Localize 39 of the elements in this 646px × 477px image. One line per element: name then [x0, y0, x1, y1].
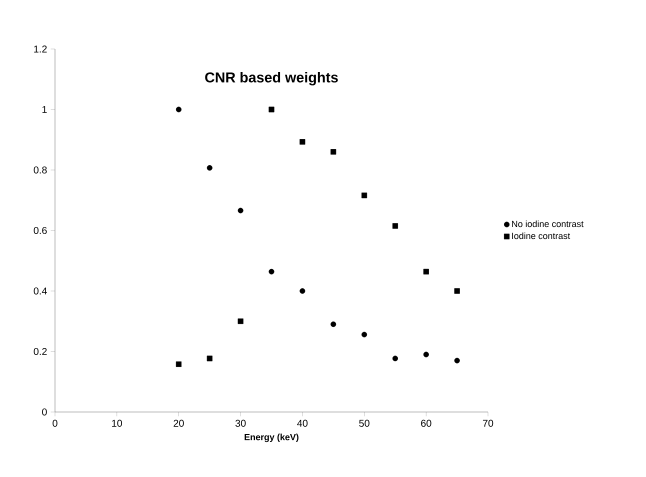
point — [300, 288, 306, 294]
point — [238, 208, 244, 214]
x-tick-label: 20 — [174, 420, 184, 427]
x-tick-label: 50 — [359, 420, 370, 427]
text: CNR based weights — [205, 72, 338, 86]
y-tick-label: 0.8 — [34, 166, 47, 174]
point — [423, 268, 429, 274]
point — [454, 288, 460, 294]
point — [392, 356, 398, 362]
y-tick-label: 1.2 — [34, 46, 47, 52]
x-tick-label: 0 — [52, 420, 58, 427]
x-tick-label: 60 — [421, 420, 432, 427]
x-tick-label: 30 — [235, 420, 246, 427]
point — [330, 149, 336, 155]
legend-label: Iodine contrast — [512, 232, 570, 240]
x-tick-label: 40 — [297, 420, 308, 427]
point — [300, 139, 306, 145]
point — [268, 106, 274, 112]
point — [454, 358, 460, 364]
point — [361, 332, 368, 338]
x-tick-label: 70 — [482, 420, 494, 427]
point — [206, 356, 212, 362]
y-tick-label: 0.6 — [34, 226, 47, 234]
legend-label: No iodine contrast — [512, 220, 584, 228]
point — [176, 106, 182, 112]
point — [238, 318, 244, 324]
y-tick-label: 1 — [42, 106, 47, 113]
y-tick-label: 0.2 — [34, 348, 47, 356]
x-tick-label: 10 — [112, 420, 122, 427]
point — [423, 352, 429, 358]
point — [361, 192, 368, 198]
point — [176, 361, 182, 367]
point — [392, 223, 398, 229]
x-axis-title: Energy (keV) — [244, 434, 298, 442]
y-tick-label: 0.4 — [34, 287, 47, 295]
point — [330, 321, 336, 328]
point — [268, 268, 274, 274]
y-tick-label: 0 — [42, 408, 47, 416]
point — [206, 165, 212, 171]
